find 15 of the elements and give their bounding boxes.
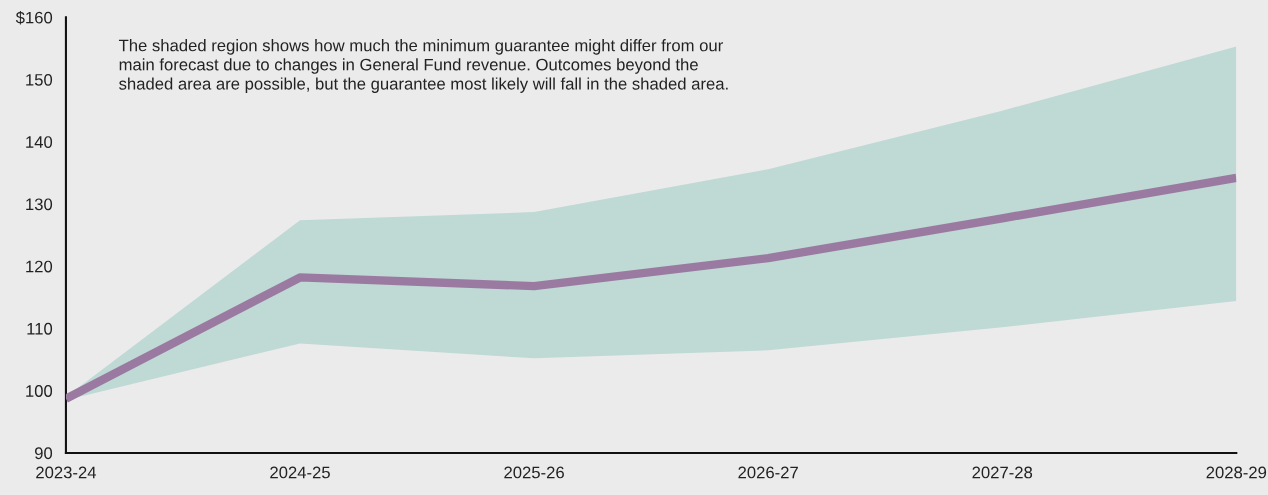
y-tick-label: 100 xyxy=(26,385,53,397)
y-tick-label: 150 xyxy=(26,73,53,86)
y-tick-label: 110 xyxy=(27,322,53,335)
y-tick-label: $160 xyxy=(15,11,53,25)
annotation: The shaded region shows how much the minimum guarantee might differ from our main forecast due to changes in General Fund revenue. Outcomes beyond the shaded area are possible, but the guarantee most likely will fall in the shaded area. xyxy=(118,39,728,93)
y-tick-label: 140 xyxy=(26,136,53,148)
y-tick-label: 90 xyxy=(34,447,53,460)
y-tick-label: 120 xyxy=(26,260,53,273)
x-tick-label: 2023-24 xyxy=(36,466,97,479)
y-tick-label: 130 xyxy=(26,198,53,211)
x-tick-label: 2028-29 xyxy=(1206,466,1267,479)
x-tick-label: 2027-28 xyxy=(972,466,1033,479)
x-tick-label: 2026-27 xyxy=(738,466,798,479)
x-tick-label: 2024-25 xyxy=(270,466,330,479)
x-tick-label: 2025-26 xyxy=(504,466,564,479)
